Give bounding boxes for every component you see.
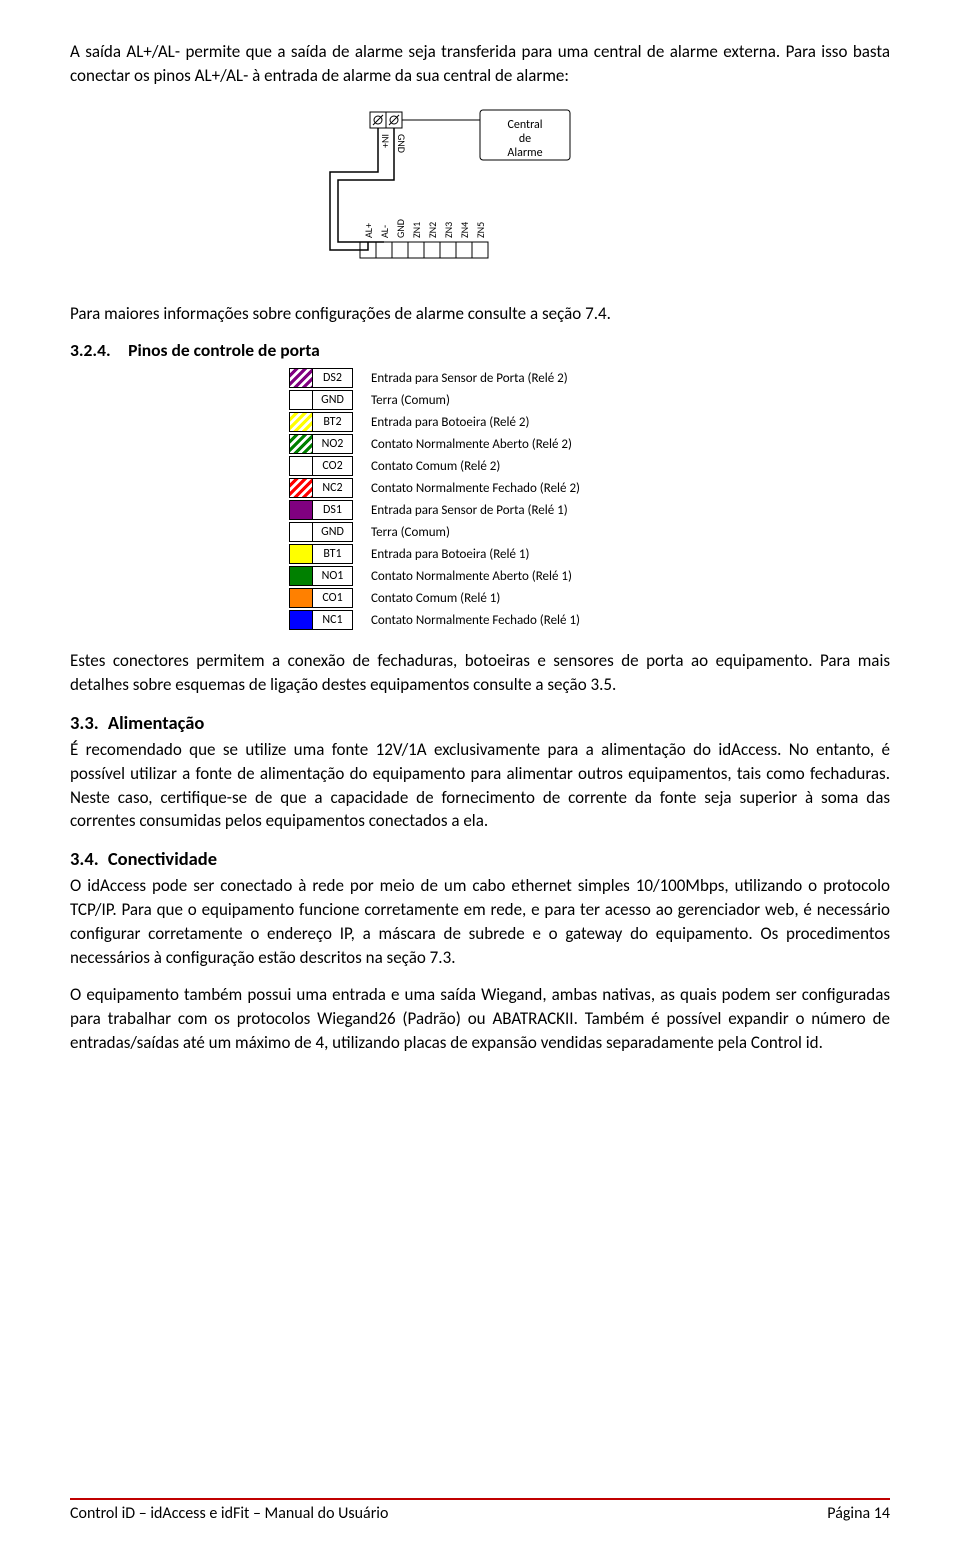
pin-code: GND bbox=[313, 522, 353, 542]
pinout-row: DS1 Entrada para Sensor de Porta (Relé 1) bbox=[289, 499, 671, 521]
color-swatch bbox=[289, 500, 313, 520]
pin-code: NO2 bbox=[313, 434, 353, 454]
pinout-row: DS2 Entrada para Sensor de Porta (Relé 2) bbox=[289, 367, 671, 389]
pin-desc: Contato Normalmente Aberto (Relé 1) bbox=[371, 569, 671, 584]
color-swatch bbox=[289, 456, 313, 476]
heading-3-2-4: 3.2.4. Pinos de controle de porta bbox=[70, 339, 890, 361]
pin-desc: Entrada para Sensor de Porta (Relé 2) bbox=[371, 371, 671, 386]
wiring-diagram: IN+GNDCentraldeAlarmeAL+AL-GNDZN1ZN2ZN3Z… bbox=[70, 102, 890, 282]
svg-text:IN+: IN+ bbox=[379, 134, 392, 148]
svg-text:ZN5: ZN5 bbox=[474, 221, 487, 237]
color-swatch bbox=[289, 434, 313, 454]
pin-desc: Contato Normalmente Fechado (Relé 1) bbox=[371, 613, 671, 628]
pin-code: NC1 bbox=[313, 610, 353, 630]
pinout-row: NO1 Contato Normalmente Aberto (Relé 1) bbox=[289, 565, 671, 587]
pin-desc: Entrada para Sensor de Porta (Relé 1) bbox=[371, 503, 671, 518]
color-swatch bbox=[289, 522, 313, 542]
pinout-row: NO2 Contato Normalmente Aberto (Relé 2) bbox=[289, 433, 671, 455]
svg-text:AL+: AL+ bbox=[362, 223, 375, 238]
footer-left: Control iD – idAccess e idFit – Manual d… bbox=[70, 1504, 388, 1523]
color-swatch bbox=[289, 566, 313, 586]
footer-right: Página 14 bbox=[827, 1504, 890, 1523]
pin-code: NO1 bbox=[313, 566, 353, 586]
svg-text:Central: Central bbox=[507, 118, 542, 132]
pinout-row: NC2 Contato Normalmente Fechado (Relé 2) bbox=[289, 477, 671, 499]
pin-desc: Terra (Comum) bbox=[371, 525, 671, 540]
pinout-table: DS2 Entrada para Sensor de Porta (Relé 2)… bbox=[70, 367, 890, 631]
heading-3-4: 3.4. Conectividade bbox=[70, 847, 890, 870]
paragraph: A saída AL+/AL- permite que a saída de a… bbox=[70, 40, 890, 88]
paragraph: Para maiores informações sobre configura… bbox=[70, 302, 890, 326]
pin-code: BT2 bbox=[313, 412, 353, 432]
svg-text:Alarme: Alarme bbox=[507, 146, 542, 160]
color-swatch bbox=[289, 610, 313, 630]
pin-code: NC2 bbox=[313, 478, 353, 498]
pin-code: BT1 bbox=[313, 544, 353, 564]
svg-text:AL-: AL- bbox=[378, 225, 391, 238]
pin-desc: Entrada para Botoeira (Relé 2) bbox=[371, 415, 671, 430]
pin-code: CO2 bbox=[313, 456, 353, 476]
pinout-row: BT1 Entrada para Botoeira (Relé 1) bbox=[289, 543, 671, 565]
pinout-row: CO2 Contato Comum (Relé 2) bbox=[289, 455, 671, 477]
pin-desc: Contato Normalmente Aberto (Relé 2) bbox=[371, 437, 671, 452]
heading-3-3: 3.3. Alimentação bbox=[70, 711, 890, 734]
pin-desc: Contato Comum (Relé 2) bbox=[371, 459, 671, 474]
svg-text:ZN3: ZN3 bbox=[442, 221, 455, 237]
svg-text:ZN4: ZN4 bbox=[458, 221, 471, 237]
pin-code: CO1 bbox=[313, 588, 353, 608]
svg-text:GND: GND bbox=[394, 219, 407, 238]
pinout-row: NC1 Contato Normalmente Fechado (Relé 1) bbox=[289, 609, 671, 631]
pin-desc: Entrada para Botoeira (Relé 1) bbox=[371, 547, 671, 562]
svg-text:de: de bbox=[519, 132, 531, 146]
pin-code: GND bbox=[313, 390, 353, 410]
color-swatch bbox=[289, 478, 313, 498]
pin-desc: Terra (Comum) bbox=[371, 393, 671, 408]
color-swatch bbox=[289, 368, 313, 388]
pin-desc: Contato Normalmente Fechado (Relé 2) bbox=[371, 481, 671, 496]
pinout-row: GND Terra (Comum) bbox=[289, 389, 671, 411]
pinout-row: CO1 Contato Comum (Relé 1) bbox=[289, 587, 671, 609]
svg-text:ZN2: ZN2 bbox=[426, 221, 439, 237]
svg-text:GND: GND bbox=[395, 134, 408, 153]
paragraph: O equipamento também possui uma entrada … bbox=[70, 983, 890, 1054]
color-swatch bbox=[289, 588, 313, 608]
pin-desc: Contato Comum (Relé 1) bbox=[371, 591, 671, 606]
paragraph: O idAccess pode ser conectado à rede por… bbox=[70, 874, 890, 969]
pin-code: DS1 bbox=[313, 500, 353, 520]
svg-text:ZN1: ZN1 bbox=[410, 221, 423, 237]
pinout-row: BT2 Entrada para Botoeira (Relé 2) bbox=[289, 411, 671, 433]
pinout-row: GND Terra (Comum) bbox=[289, 521, 671, 543]
paragraph: É recomendado que se utilize uma fonte 1… bbox=[70, 738, 890, 833]
paragraph: Estes conectores permitem a conexão de f… bbox=[70, 649, 890, 697]
color-swatch bbox=[289, 544, 313, 564]
pin-code: DS2 bbox=[313, 368, 353, 388]
color-swatch bbox=[289, 412, 313, 432]
page-footer: Control iD – idAccess e idFit – Manual d… bbox=[70, 1498, 890, 1523]
color-swatch bbox=[289, 390, 313, 410]
